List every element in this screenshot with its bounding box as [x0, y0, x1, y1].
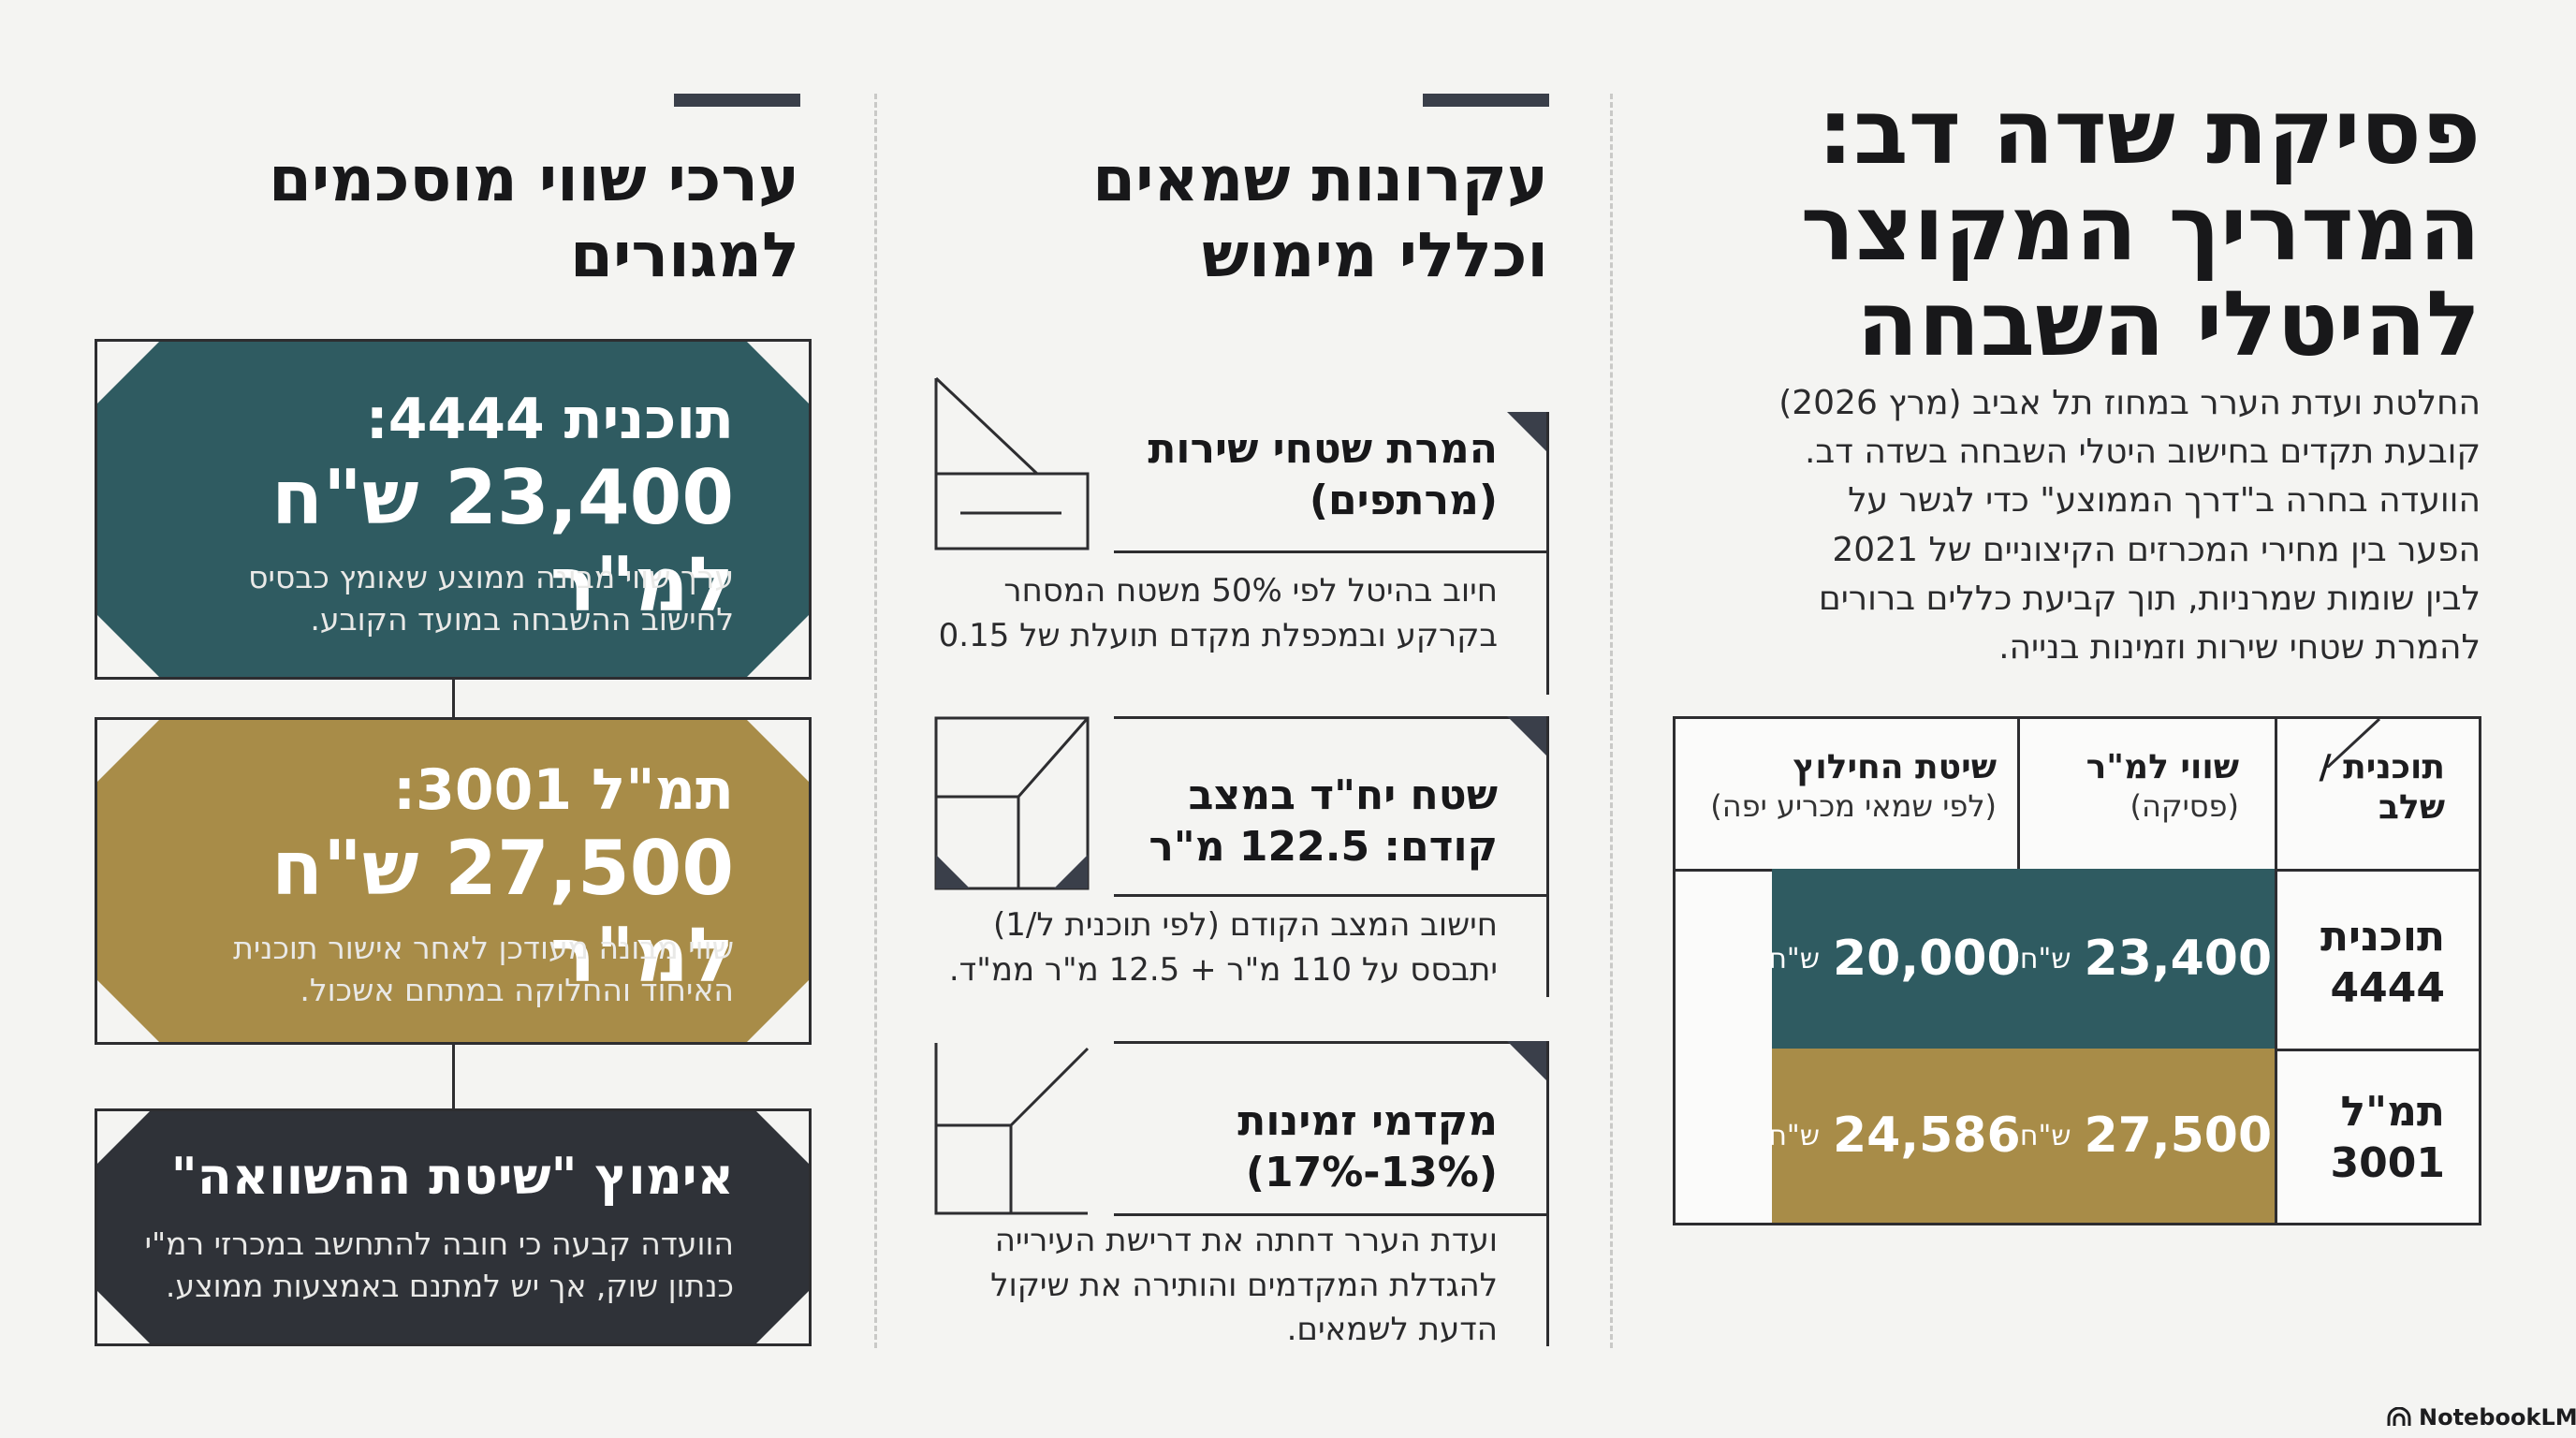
middle-column-title: עקרונות שמאים וכללי מימוש — [1092, 143, 1548, 291]
header-alt-label: שיטת החילוץ — [1793, 748, 1997, 786]
card-label: תמ"ל 3001: — [393, 757, 734, 823]
corner-triangle — [1507, 716, 1546, 756]
card-corner-notch — [97, 1291, 150, 1343]
row-plan-label: תוכנית 4444 — [2320, 913, 2445, 1012]
alt-value-cell: 24,586 ש"ח — [1768, 1049, 2021, 1223]
values-table: תוכנית / שלב שווי למ"ר (פסיקה) שיטת החיל… — [1673, 716, 2481, 1225]
card-corner-notch — [747, 720, 809, 782]
section-side-rule — [1546, 716, 1549, 997]
card-corner-notch — [97, 1111, 150, 1164]
card-label: אימוץ "שיטת ההשוואה" — [170, 1147, 734, 1206]
section-underline — [1114, 550, 1546, 553]
basement-diagram-icon — [934, 376, 1090, 550]
section-heading-availability: מקדמי זמינות (13%-17%) — [1237, 1097, 1498, 1196]
card-corner-notch — [756, 1291, 809, 1343]
currency-label: ש"ח — [1768, 1119, 1820, 1152]
section-heading-basements: המרת שטחי שירות (מרתפים) — [1148, 425, 1498, 524]
column-divider-left — [874, 94, 877, 1348]
card-connector — [452, 680, 455, 717]
corner-triangle — [1507, 1041, 1546, 1080]
card-corner-notch — [747, 342, 809, 404]
main-title-line-3: להיטלי השבחה — [1856, 271, 2481, 377]
value-card-3001: תמ"ל 3001: 27,500 ש"ח למ"ר שווי מבונה מע… — [95, 717, 812, 1045]
card-value: 27,500 ש"ח למ"ר — [271, 825, 734, 999]
value-cell: 23,400 ש"ח — [2017, 869, 2275, 1049]
alt-value-number: 20,000 — [1832, 931, 2021, 987]
card-label: תוכנית 4444: — [365, 387, 734, 452]
card-corner-notch — [747, 980, 809, 1042]
section-topline — [1114, 1041, 1546, 1044]
card-corner-notch — [747, 615, 809, 677]
section-side-rule — [1546, 1041, 1549, 1346]
card-corner-notch — [756, 1111, 809, 1164]
perspective-diagram-icon — [934, 1043, 1090, 1215]
currency-label: ש"ח — [2019, 1119, 2071, 1152]
table-grid-line — [2275, 719, 2277, 1223]
section-body-basements: חיוב בהיטל לפי 50% משטח המסחר בקרקע ובמכ… — [938, 572, 1498, 654]
header-plan: תוכנית / שלב — [2267, 747, 2445, 828]
row-plan-4444: תוכנית 4444 — [2276, 911, 2445, 1014]
card-corner-notch — [97, 980, 159, 1042]
card-corner-notch — [97, 720, 159, 782]
brand-label: NotebookLM — [2419, 1404, 2576, 1431]
alt-value-cell: 20,000 ש"ח — [1768, 869, 2021, 1049]
main-title-line-1: פסיקת שדה דב: — [1817, 80, 2481, 184]
section-underline — [1114, 1213, 1546, 1216]
brand-mark: NotebookLM — [2387, 1404, 2576, 1431]
intro-paragraph: החלטת ועדת הערר במחוז תל אביב (מרץ 2026)… — [1778, 384, 2481, 667]
card-connector — [452, 1045, 455, 1108]
value-card-4444: תוכנית 4444: 23,400 ש"ח למ"ר ערך שווי מב… — [95, 339, 812, 680]
header-value-sub: (פסיקה) — [2130, 788, 2239, 825]
section-underline — [1114, 894, 1546, 897]
header-alt-sub: (לפי שמאי מכריע יפה) — [1710, 788, 1997, 825]
column-divider-right — [1610, 94, 1613, 1348]
section-heading-unit-area: שטח יח"ד במצב קודם: 122.5 מ"ר — [1149, 771, 1498, 871]
currency-label: ש"ח — [2019, 942, 2071, 976]
currency-label: ש"ח — [1768, 942, 1820, 976]
header-alt: שיטת החילוץ (לפי שמאי מכריע יפה) — [1688, 747, 1997, 827]
row-plan-3001: תמ"ל 3001 — [2276, 1086, 2445, 1189]
header-diagonal-mark — [2327, 719, 2381, 768]
header-value: שווי למ"ר (פסיקה) — [2024, 747, 2239, 827]
value-number: 27,500 — [2084, 1108, 2273, 1164]
header-value-label: שווי למ"ר — [2086, 748, 2239, 786]
cube-diagram-icon — [934, 716, 1090, 890]
card-description: שווי מבונה מעודכן לאחר אישור תוכנית האיח… — [233, 930, 734, 1008]
row-plan-label: תמ"ל 3001 — [2330, 1088, 2445, 1187]
section-body-availability: ועדת הערר דחתה את דרישת העירייה להגדלת ה… — [990, 1222, 1498, 1349]
main-title: פסיקת שדה דב: המדריך המקוצר להיטלי השבחה — [1769, 84, 2481, 373]
value-cell: 27,500 ש"ח — [2017, 1049, 2275, 1223]
card-value: 23,400 ש"ח למ"ר — [271, 454, 734, 628]
table-grid-line — [2275, 1049, 2479, 1051]
left-column-title: ערכי שווי מוסכמים למגורים — [268, 143, 799, 291]
main-title-line-2: המדריך המקוצר — [1800, 175, 2481, 281]
section-side-rule — [1546, 412, 1549, 695]
card-description: הוועדה קבעה כי חובה להתחשב במכרזי רמ"י כ… — [144, 1225, 734, 1304]
card-corner-notch — [97, 615, 159, 677]
header-plan-label: תוכנית / שלב — [2319, 748, 2445, 828]
card-corner-notch — [97, 342, 159, 404]
card-description: ערך שווי מבונה ממוצע שאומץ כבסיס לחישוב … — [248, 559, 734, 638]
section-body-unit-area: חישוב המצב הקודם (לפי תוכנית ל/1) יתבסס … — [948, 906, 1498, 989]
middle-column-accent-bar — [1423, 94, 1549, 107]
alt-value-number: 24,586 — [1832, 1108, 2021, 1164]
corner-triangle — [1507, 412, 1546, 451]
comparison-method-card: אימוץ "שיטת ההשוואה" הוועדה קבעה כי חובה… — [95, 1108, 812, 1346]
section-topline — [1114, 716, 1546, 719]
value-number: 23,400 — [2084, 931, 2273, 987]
notebooklm-logo-icon — [2387, 1407, 2411, 1426]
left-column-accent-bar — [674, 94, 800, 107]
